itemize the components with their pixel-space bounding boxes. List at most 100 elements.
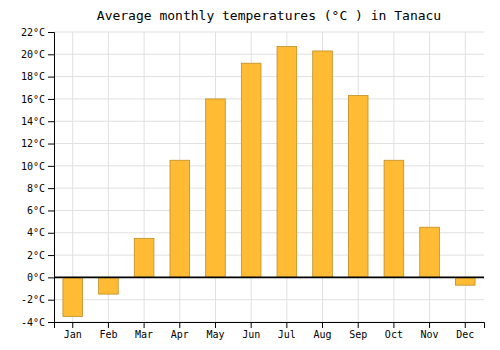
- y-tick-mark: [48, 277, 54, 278]
- y-tick-label: -2°C: [21, 294, 45, 305]
- grid-line-y: [54, 143, 484, 144]
- y-tick: -2°C: [21, 294, 54, 305]
- x-tick-label: Jul: [278, 329, 296, 340]
- y-tick-mark: [48, 32, 54, 33]
- x-tick-mark: [393, 322, 394, 328]
- y-tick-mark: [48, 255, 54, 256]
- y-tick-mark: [48, 54, 54, 55]
- x-tick-mark: [108, 322, 109, 328]
- bar: [277, 47, 297, 278]
- y-tick: 16°C: [21, 94, 54, 105]
- y-tick-mark: [48, 210, 54, 211]
- x-tick: Jul: [278, 322, 296, 340]
- y-tick-mark: [48, 166, 54, 167]
- y-tick: 14°C: [21, 116, 54, 127]
- y-tick: 0°C: [27, 272, 54, 283]
- grid-line-y: [54, 32, 484, 33]
- x-tick-label: May: [206, 329, 224, 340]
- x-tick-mark: [465, 322, 466, 328]
- y-axis-line: [48, 33, 55, 323]
- x-axis: Jan Feb Mar Apr May Jun Jul Aug Sep Oct Nov Dec: [55, 322, 485, 340]
- bar: [134, 238, 154, 277]
- x-tick-label: Dec: [456, 329, 474, 340]
- y-tick-label: 18°C: [21, 71, 45, 82]
- grid-line-y: [54, 210, 484, 211]
- x-tick-label: Apr: [171, 329, 189, 340]
- x-tick-label: Sep: [349, 329, 367, 340]
- y-tick: 8°C: [27, 183, 54, 194]
- y-tick-mark: [48, 121, 54, 122]
- x-tick-mark: [144, 322, 145, 328]
- x-tick-label: Jan: [64, 329, 82, 340]
- bar: [170, 160, 190, 277]
- x-tick-label: Aug: [313, 329, 331, 340]
- x-tick-mark: [286, 322, 287, 328]
- grid-line-y: [54, 98, 484, 99]
- x-tick-label: Nov: [421, 329, 439, 340]
- bar: [241, 63, 261, 277]
- y-tick-label: 0°C: [27, 272, 45, 283]
- y-tick: 2°C: [27, 250, 54, 261]
- bar: [348, 96, 368, 278]
- bar: [63, 277, 83, 316]
- x-tick: Feb: [99, 322, 117, 340]
- y-tick-mark: [48, 300, 54, 301]
- bar: [313, 51, 333, 277]
- bar: [455, 277, 475, 285]
- x-tick: Nov: [421, 322, 439, 340]
- x-tick-mark: [322, 322, 323, 328]
- y-tick-mark: [48, 233, 54, 234]
- grid-line-y: [54, 54, 484, 55]
- y-tick: 10°C: [21, 161, 54, 172]
- x-tick: Sep: [349, 322, 367, 340]
- y-tick-label: 16°C: [21, 94, 45, 105]
- y-tick: 18°C: [21, 71, 54, 82]
- y-tick-mark: [48, 99, 54, 100]
- x-tick: Mar: [135, 322, 153, 340]
- y-tick-mark: [48, 144, 54, 145]
- chart-container: -4°C -2°C 0°C 2°C 4°C 6°C 8°C 10°C 12°C 14°C 16°C 1…: [0, 0, 500, 350]
- bar: [99, 277, 119, 294]
- bars: [63, 47, 475, 317]
- y-tick-label: 4°C: [27, 227, 45, 238]
- x-tick: Aug: [313, 322, 331, 340]
- x-tick-mark: [215, 322, 216, 328]
- plot: -4°C -2°C 0°C 2°C 4°C 6°C 8°C 10°C 12°C 14°C 16°C 1…: [21, 27, 485, 340]
- x-tick: Oct: [385, 322, 403, 340]
- y-tick-label: 12°C: [21, 138, 45, 149]
- y-tick: 12°C: [21, 138, 54, 149]
- y-tick: 20°C: [21, 49, 54, 60]
- bar: [206, 99, 226, 277]
- y-tick-mark: [48, 322, 54, 323]
- y-tick: 4°C: [27, 227, 54, 238]
- y-tick-label: 2°C: [27, 250, 45, 261]
- bar: [384, 160, 404, 277]
- x-tick-mark: [251, 322, 252, 328]
- grid-line-y: [54, 188, 484, 189]
- grid-line-y: [54, 165, 484, 166]
- grid-line-y: [54, 121, 484, 122]
- y-tick-mark: [48, 188, 54, 189]
- x-tick-label: Oct: [385, 329, 403, 340]
- grid-line-y: [54, 277, 484, 278]
- y-tick-label: -4°C: [21, 317, 45, 328]
- grid: [54, 32, 484, 322]
- x-tick-mark: [179, 322, 180, 328]
- x-tick-label: Mar: [135, 329, 153, 340]
- bar: [420, 227, 440, 277]
- y-tick-label: 8°C: [27, 183, 45, 194]
- title: Average monthly temperatures (°C ) in Ta…: [97, 8, 441, 23]
- x-tick-label: Jun: [242, 329, 260, 340]
- y-tick: -4°C: [21, 317, 54, 328]
- zero-line: [54, 277, 484, 279]
- x-tick: Jan: [64, 322, 82, 340]
- grid-line-x: [429, 32, 430, 322]
- y-tick-label: 6°C: [27, 205, 45, 216]
- x-tick: Apr: [171, 322, 189, 340]
- y-tick-label: 22°C: [21, 27, 45, 38]
- y-tick-label: 10°C: [21, 161, 45, 172]
- y-tick-label: 14°C: [21, 116, 45, 127]
- grid-line-y: [54, 299, 484, 300]
- x-tick: Jun: [242, 322, 260, 340]
- x-tick-mark: [72, 322, 73, 328]
